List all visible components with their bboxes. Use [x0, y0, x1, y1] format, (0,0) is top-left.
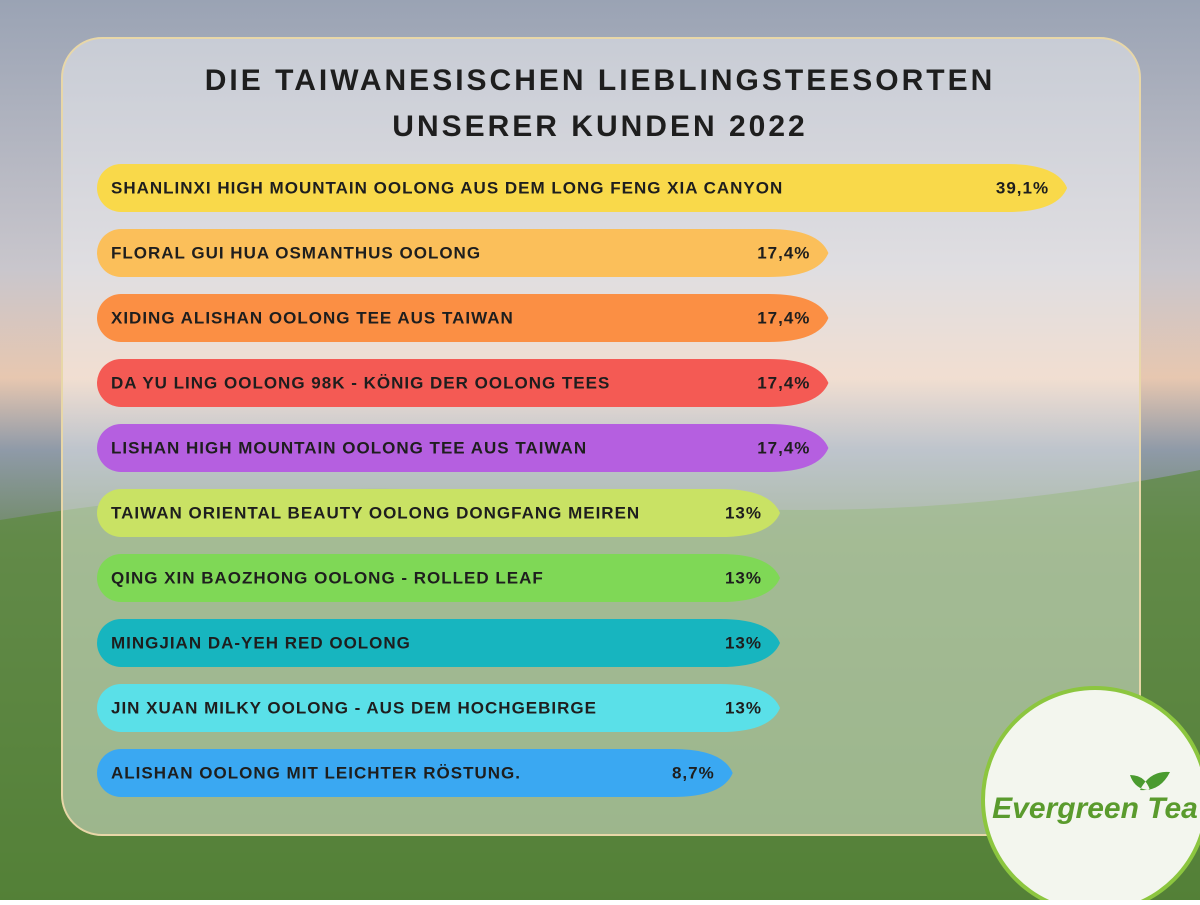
- bar-label: JIN XUAN MILKY OOLONG - AUS DEM HOCHGEBI…: [111, 698, 597, 717]
- bar-label: LISHAN HIGH MOUNTAIN OOLONG TEE AUS TAIW…: [111, 438, 587, 457]
- bar-label: FLORAL GUI HUA OSMANTHUS OOLONG: [111, 243, 481, 262]
- chart-title: UNSERER KUNDEN 2022: [392, 110, 807, 143]
- bar: [97, 489, 780, 537]
- bar-label: XIDING ALISHAN OOLONG TEE AUS TAIWAN: [111, 308, 514, 327]
- bar-label: DA YU LING OOLONG 98K - KÖNIG DER OOLONG…: [111, 373, 610, 392]
- value-label: 17,4%: [757, 438, 810, 457]
- bar: [97, 294, 829, 342]
- bar: [97, 164, 1068, 212]
- value-label: 13%: [725, 568, 762, 587]
- bar: [97, 749, 733, 797]
- bar: [97, 684, 780, 732]
- logo-leaf: [1130, 771, 1170, 791]
- bar-label: TAIWAN ORIENTAL BEAUTY OOLONG DONGFANG M…: [111, 503, 640, 522]
- value-label: 39,1%: [996, 178, 1049, 197]
- bar-label: QING XIN BAOZHONG OOLONG - ROLLED LEAF: [111, 568, 544, 587]
- bar: [97, 229, 829, 277]
- brand-name: Evergreen Tea: [992, 792, 1198, 825]
- value-label: 13%: [725, 698, 762, 717]
- bar: [97, 359, 829, 407]
- bar: [97, 424, 829, 472]
- logo: Evergreen Tea: [981, 686, 1200, 905]
- value-label: 17,4%: [757, 373, 810, 392]
- value-label: 13%: [725, 633, 762, 652]
- bar-label: ALISHAN OOLONG MIT LEICHTER RÖSTUNG.: [111, 763, 521, 782]
- value-label: 8,7%: [672, 763, 715, 782]
- bar: [97, 554, 780, 602]
- bar: [97, 619, 780, 667]
- value-label: 13%: [725, 503, 762, 522]
- value-label: 17,4%: [757, 308, 810, 327]
- value-label: 17,4%: [757, 243, 810, 262]
- bar-label: MINGJIAN DA-YEH RED OOLONG: [111, 633, 411, 652]
- bar-label: SHANLINXI HIGH MOUNTAIN OOLONG AUS DEM L…: [111, 178, 783, 197]
- logo-badge: [981, 686, 1200, 905]
- chart-title: DIE TAIWANESISCHEN LIEBLINGSTEESORTEN: [205, 64, 996, 97]
